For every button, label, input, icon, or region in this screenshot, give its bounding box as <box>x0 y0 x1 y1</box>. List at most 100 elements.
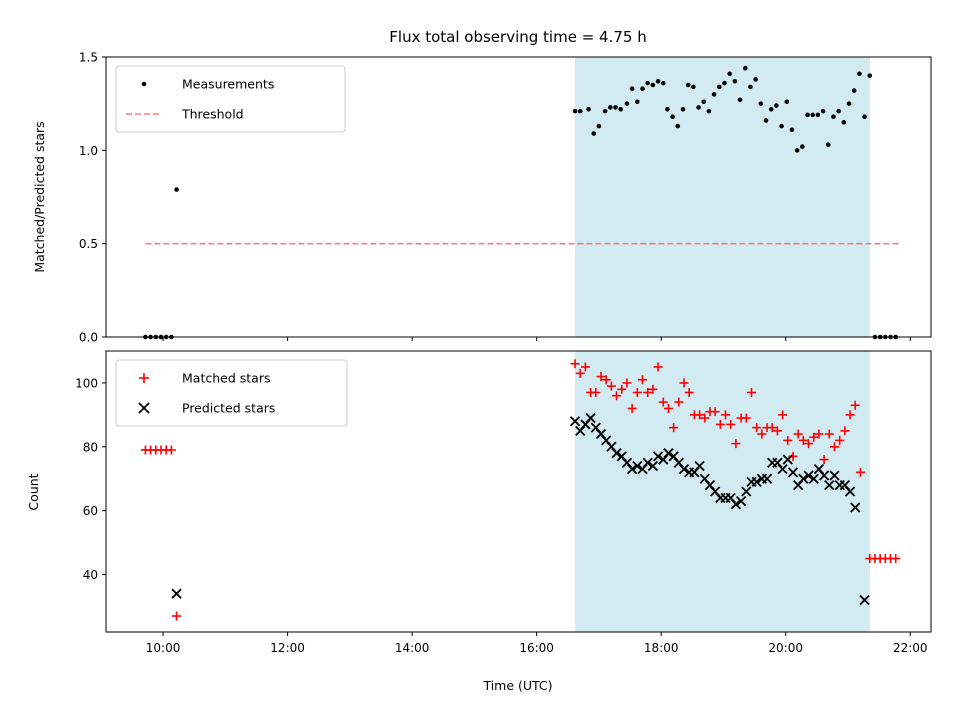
measurement-point <box>846 101 852 106</box>
top-y-tick-label: 1.0 <box>79 144 98 158</box>
predicted-stars-point <box>824 479 835 491</box>
matched-stars-point <box>622 378 632 388</box>
matched-stars-point <box>793 429 803 439</box>
matched-stars-point <box>679 378 689 388</box>
top-y-tick-label: 1.5 <box>79 51 98 65</box>
measurement-point <box>572 108 578 114</box>
measurement-point <box>675 123 681 129</box>
matched-stars-point <box>669 423 679 433</box>
matched-stars-point <box>752 423 762 433</box>
top-y-tick-label: 0.0 <box>79 331 98 345</box>
predicted-stars-point <box>632 460 643 472</box>
measurement-point <box>831 114 836 120</box>
matched-stars-point <box>643 388 653 398</box>
matched-stars-point <box>721 410 731 420</box>
measurement-point <box>748 84 753 90</box>
measurement-point <box>645 80 650 86</box>
chart-title: Flux total observing time = 4.75 h <box>389 28 646 46</box>
measurement-point <box>794 148 800 153</box>
measurement-point <box>800 144 805 149</box>
legend-label: Predicted stars <box>182 401 275 416</box>
matched-stars-point <box>601 375 611 385</box>
matched-stars-point <box>819 455 829 465</box>
measurement-point <box>613 105 618 110</box>
predicted-stars-point <box>818 470 830 481</box>
matched-stars-point <box>829 442 839 452</box>
matched-stars-point <box>804 439 814 449</box>
measurement-point <box>650 82 656 88</box>
matched-stars-point <box>658 397 668 407</box>
measurement-point <box>779 123 784 129</box>
matched-stars-point <box>809 432 819 442</box>
measurement-point <box>701 99 707 105</box>
top-y-axis-label: Matched/Predicted stars <box>32 121 47 272</box>
matched-stars-point <box>783 435 793 445</box>
matched-stars-point <box>845 410 855 420</box>
measurement-point <box>774 103 779 108</box>
measurement-point <box>820 108 826 114</box>
measurement-point <box>711 92 717 97</box>
x-tick-label: 14:00 <box>395 641 430 655</box>
measurement-point <box>737 97 743 103</box>
measurement-point <box>862 114 867 120</box>
matched-stars-point <box>840 426 850 436</box>
x-tick-label: 20:00 <box>768 641 803 655</box>
matched-stars-point <box>674 397 684 407</box>
matched-stars-point <box>606 381 616 391</box>
predicted-stars-point <box>585 412 596 424</box>
matched-stars-point <box>850 400 860 410</box>
measurement-point <box>591 131 597 136</box>
legend-measurement-swatch <box>141 81 147 87</box>
legend-matched-swatch <box>139 373 149 383</box>
predicted-stars-point <box>782 454 793 465</box>
predicted-stars-point <box>741 486 752 497</box>
measurement-point <box>722 80 727 86</box>
measurement-point <box>174 187 179 192</box>
measurement-point <box>618 106 624 112</box>
measurement-point <box>624 101 630 106</box>
x-tick-label: 22:00 <box>893 641 928 655</box>
axes: 0.0 0.5 1.0 1.5 40 60 80 100 10:00 12:00 14:00 16:0… <box>75 51 932 655</box>
measurement-point <box>586 106 591 112</box>
matched-stars-point <box>746 388 756 398</box>
matched-stars-point <box>726 419 736 429</box>
predicted-stars-point <box>694 460 705 472</box>
matched-stars-point <box>684 388 694 398</box>
top-legend-box <box>115 65 346 133</box>
matched-stars-point <box>855 467 865 477</box>
matched-stars-point <box>653 362 663 372</box>
measurement-point <box>660 80 666 86</box>
matched-stars-point <box>627 403 637 413</box>
predicted-stars-point <box>787 467 799 478</box>
predicted-stars-point <box>829 470 840 481</box>
matched-stars-point <box>772 426 782 436</box>
matched-stars-point <box>663 403 673 413</box>
predicted-stars-point <box>735 495 747 507</box>
matched-stars-point <box>612 391 622 401</box>
matched-stars-point <box>767 423 777 433</box>
matched-stars-point <box>580 362 590 372</box>
matched-stars-point <box>648 384 658 394</box>
predicted-stars-point <box>642 457 653 468</box>
measurement-point <box>691 84 696 90</box>
top-observing-span <box>575 57 870 337</box>
legend-label: Matched stars <box>182 371 270 386</box>
matched-stars-point <box>591 388 601 398</box>
measurement-point <box>805 112 810 118</box>
measurement-point <box>815 112 821 118</box>
matched-stars-point <box>778 410 788 420</box>
measurement-point <box>742 65 748 71</box>
measurement-point <box>706 108 712 114</box>
matched-stars-point <box>710 407 720 417</box>
measurement-point <box>763 118 769 123</box>
bottom-y-tick-label: 100 <box>75 376 98 390</box>
top-y-tick-label: 0.5 <box>79 237 98 251</box>
x-tick-label: 12:00 <box>270 641 305 655</box>
matched-stars-point <box>172 611 182 621</box>
measurement-point <box>789 127 795 133</box>
measurement-point <box>596 123 602 129</box>
top-plot-frame <box>105 56 932 338</box>
matched-stars-point <box>731 439 741 449</box>
matched-stars-point <box>835 435 845 445</box>
matched-stars-point <box>757 429 767 439</box>
